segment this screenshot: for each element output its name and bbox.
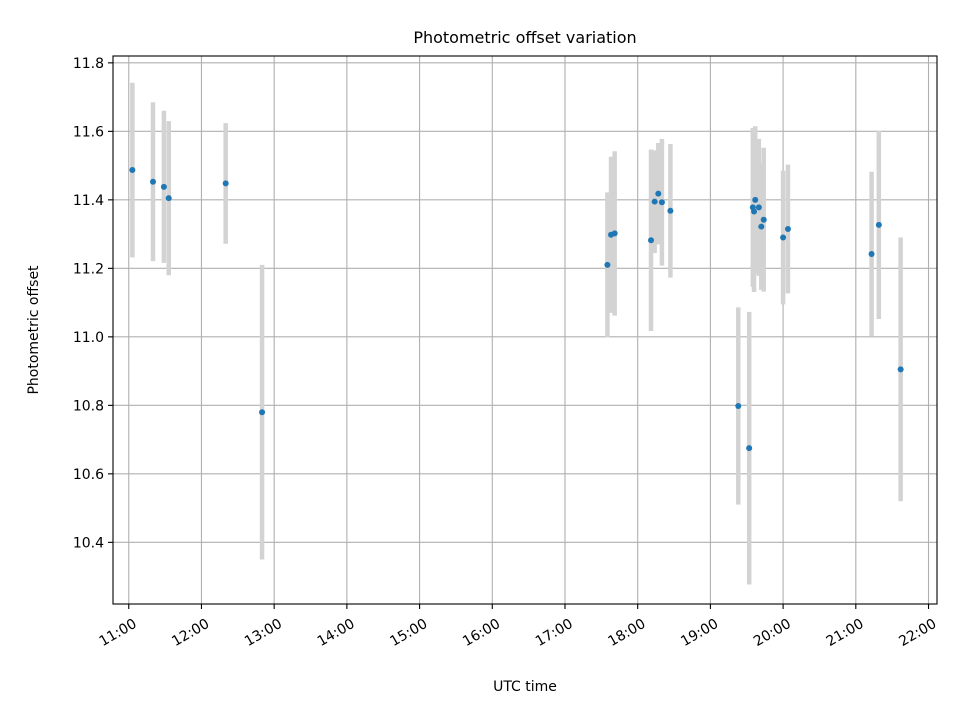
data-point	[165, 195, 172, 202]
y-tick-label: 11.2	[73, 261, 104, 277]
data-point	[222, 180, 229, 187]
data-point	[648, 237, 655, 244]
y-tick-label: 11.8	[73, 56, 104, 72]
data-point	[667, 207, 674, 214]
data-point	[611, 230, 618, 237]
y-tick-label: 10.8	[73, 398, 104, 414]
data-point	[760, 216, 767, 223]
plot-frame	[112, 55, 938, 605]
grid	[113, 56, 937, 604]
data-point	[735, 403, 742, 410]
data-point	[752, 196, 759, 203]
data-point	[746, 445, 753, 452]
x-axis-label: UTC time	[493, 679, 557, 695]
data-point	[149, 178, 156, 185]
data-point	[651, 198, 658, 205]
chart-title: Photometric offset variation	[413, 28, 636, 47]
data-point	[259, 409, 266, 416]
data-point	[604, 261, 611, 268]
y-tick-label: 11.4	[73, 193, 104, 209]
data-point	[129, 167, 136, 174]
data-point	[875, 221, 882, 228]
data-point	[160, 183, 167, 190]
data-point	[780, 234, 787, 241]
data-point	[784, 225, 791, 232]
data-point	[755, 204, 762, 211]
data-points	[129, 167, 904, 452]
y-tick-label: 11.0	[73, 330, 104, 346]
y-axis-label: Photometric offset	[26, 265, 42, 395]
data-point	[658, 199, 665, 206]
y-tick-label: 10.4	[73, 535, 104, 551]
data-point	[758, 223, 765, 230]
y-tick-label: 11.6	[73, 124, 104, 140]
data-point	[868, 250, 875, 257]
data-point	[897, 366, 904, 373]
y-axis-ticks: 10.4 10.6 10.8 11.0 11.2 11.4 11.6 11.8	[73, 56, 113, 551]
y-tick-label: 10.6	[73, 467, 104, 483]
data-point	[751, 208, 758, 215]
data-point	[655, 190, 662, 197]
